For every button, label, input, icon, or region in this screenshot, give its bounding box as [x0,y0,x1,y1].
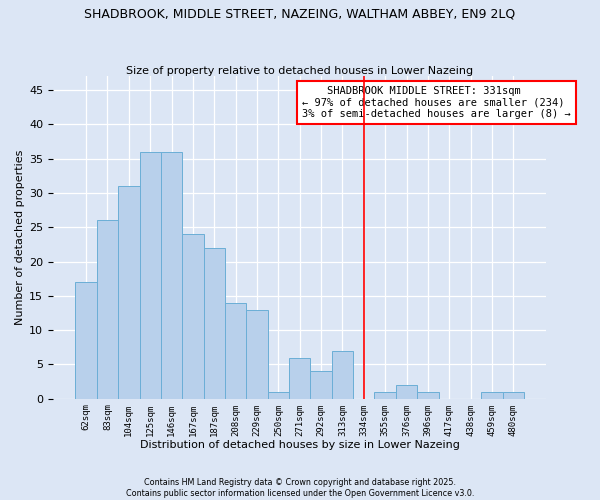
Bar [247,310,268,398]
Bar [268,392,289,398]
Bar [310,372,332,398]
Bar [182,234,203,398]
Bar [161,152,182,398]
Bar [481,392,503,398]
Bar [374,392,396,398]
Bar [225,302,247,398]
Text: SHADBROOK MIDDLE STREET: 331sqm
← 97% of detached houses are smaller (234)
3% of: SHADBROOK MIDDLE STREET: 331sqm ← 97% of… [302,86,571,119]
Title: Size of property relative to detached houses in Lower Nazeing: Size of property relative to detached ho… [126,66,473,76]
Bar [97,220,118,398]
Text: SHADBROOK, MIDDLE STREET, NAZEING, WALTHAM ABBEY, EN9 2LQ: SHADBROOK, MIDDLE STREET, NAZEING, WALTH… [85,8,515,20]
Bar [118,186,140,398]
Bar [332,350,353,399]
Bar [203,248,225,398]
Y-axis label: Number of detached properties: Number of detached properties [15,150,25,325]
Bar [140,152,161,398]
Bar [503,392,524,398]
Bar [417,392,439,398]
Text: Contains HM Land Registry data © Crown copyright and database right 2025.
Contai: Contains HM Land Registry data © Crown c… [126,478,474,498]
X-axis label: Distribution of detached houses by size in Lower Nazeing: Distribution of detached houses by size … [140,440,460,450]
Bar [396,385,417,398]
Bar [289,358,310,399]
Bar [76,282,97,399]
